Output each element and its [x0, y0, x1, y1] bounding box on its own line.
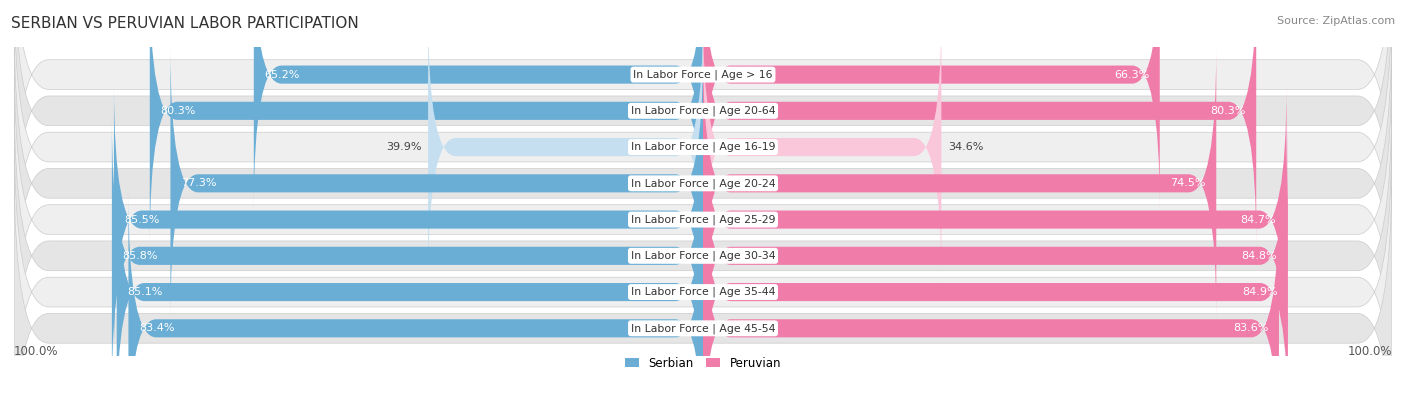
- FancyBboxPatch shape: [14, 17, 1392, 350]
- FancyBboxPatch shape: [14, 126, 1392, 395]
- Text: 65.2%: 65.2%: [264, 70, 299, 79]
- Text: 66.3%: 66.3%: [1114, 70, 1150, 79]
- FancyBboxPatch shape: [117, 156, 703, 395]
- FancyBboxPatch shape: [703, 84, 1286, 356]
- Text: 34.6%: 34.6%: [948, 142, 984, 152]
- FancyBboxPatch shape: [703, 11, 942, 283]
- FancyBboxPatch shape: [703, 47, 1216, 319]
- Text: In Labor Force | Age 20-64: In Labor Force | Age 20-64: [631, 105, 775, 116]
- FancyBboxPatch shape: [703, 0, 1256, 247]
- Text: 100.0%: 100.0%: [1347, 345, 1392, 358]
- Text: 85.8%: 85.8%: [122, 251, 157, 261]
- FancyBboxPatch shape: [703, 120, 1288, 392]
- FancyBboxPatch shape: [112, 120, 703, 392]
- FancyBboxPatch shape: [14, 0, 1392, 241]
- FancyBboxPatch shape: [703, 0, 1160, 211]
- Text: 84.8%: 84.8%: [1241, 251, 1277, 261]
- FancyBboxPatch shape: [254, 0, 703, 211]
- Text: 80.3%: 80.3%: [160, 106, 195, 116]
- Text: In Labor Force | Age 30-34: In Labor Force | Age 30-34: [631, 250, 775, 261]
- FancyBboxPatch shape: [703, 156, 1288, 395]
- Text: 83.6%: 83.6%: [1233, 324, 1268, 333]
- Text: 83.4%: 83.4%: [139, 324, 174, 333]
- Text: SERBIAN VS PERUVIAN LABOR PARTICIPATION: SERBIAN VS PERUVIAN LABOR PARTICIPATION: [11, 16, 359, 31]
- Text: 74.5%: 74.5%: [1170, 178, 1206, 188]
- Text: 39.9%: 39.9%: [385, 142, 422, 152]
- Text: 85.1%: 85.1%: [127, 287, 163, 297]
- FancyBboxPatch shape: [128, 192, 703, 395]
- FancyBboxPatch shape: [150, 0, 703, 247]
- FancyBboxPatch shape: [703, 192, 1279, 395]
- Text: 77.3%: 77.3%: [181, 178, 217, 188]
- Text: 84.9%: 84.9%: [1241, 287, 1278, 297]
- FancyBboxPatch shape: [14, 162, 1392, 395]
- FancyBboxPatch shape: [14, 0, 1392, 314]
- FancyBboxPatch shape: [14, 0, 1392, 277]
- Legend: Serbian, Peruvian: Serbian, Peruvian: [620, 352, 786, 374]
- Text: In Labor Force | Age 20-24: In Labor Force | Age 20-24: [631, 178, 775, 188]
- Text: In Labor Force | Age > 16: In Labor Force | Age > 16: [633, 70, 773, 80]
- Text: 80.3%: 80.3%: [1211, 106, 1246, 116]
- FancyBboxPatch shape: [427, 11, 703, 283]
- FancyBboxPatch shape: [114, 84, 703, 356]
- Text: 85.5%: 85.5%: [124, 214, 160, 225]
- FancyBboxPatch shape: [14, 89, 1392, 395]
- Text: Source: ZipAtlas.com: Source: ZipAtlas.com: [1277, 16, 1395, 26]
- Text: 100.0%: 100.0%: [14, 345, 59, 358]
- Text: 84.7%: 84.7%: [1240, 214, 1277, 225]
- Text: In Labor Force | Age 25-29: In Labor Force | Age 25-29: [631, 214, 775, 225]
- Text: In Labor Force | Age 45-54: In Labor Force | Age 45-54: [631, 323, 775, 333]
- FancyBboxPatch shape: [14, 53, 1392, 386]
- FancyBboxPatch shape: [170, 47, 703, 319]
- Text: In Labor Force | Age 16-19: In Labor Force | Age 16-19: [631, 142, 775, 152]
- Text: In Labor Force | Age 35-44: In Labor Force | Age 35-44: [631, 287, 775, 297]
